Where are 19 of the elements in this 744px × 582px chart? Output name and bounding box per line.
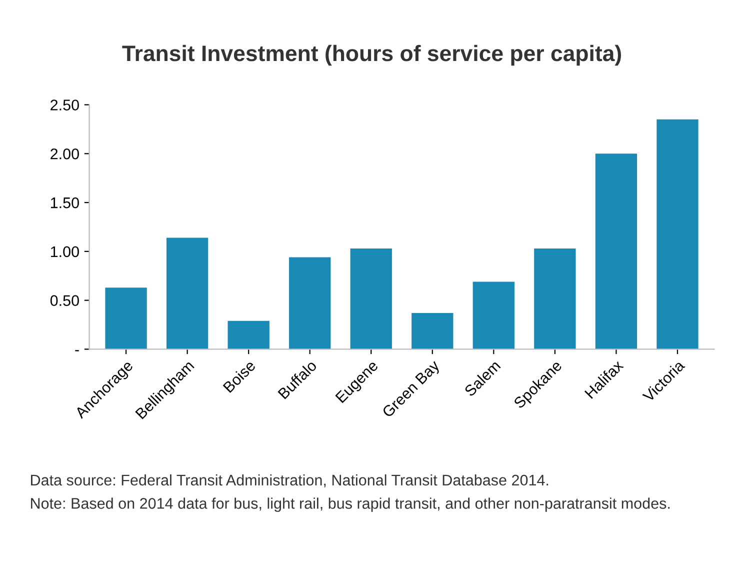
bar (166, 238, 208, 350)
source-note: Data source: Federal Transit Administration, National Transit Database 2014. (31, 474, 548, 488)
y-tick-label: 2.00 (50, 148, 79, 160)
bar (289, 257, 331, 350)
y-tick-label: 1.00 (50, 246, 79, 258)
y-tick-label: - (75, 350, 79, 352)
bar (595, 154, 638, 350)
bar (534, 248, 576, 350)
text: Note: Based on 2014 data for bus, light rail, bus rapid transit, and other non-paratransit modes. (31, 498, 670, 512)
y-tick-label: 0.50 (50, 295, 79, 306)
bar (412, 313, 454, 350)
y-tick-label: 2.50 (50, 100, 79, 110)
bar (350, 248, 392, 350)
bar (228, 320, 270, 350)
chart-title: Transit Investment (hours of service per capita) (122, 44, 621, 66)
bar (656, 119, 698, 350)
bar (472, 282, 514, 350)
y-tick-label: 1.50 (50, 197, 79, 208)
bar (105, 288, 147, 350)
